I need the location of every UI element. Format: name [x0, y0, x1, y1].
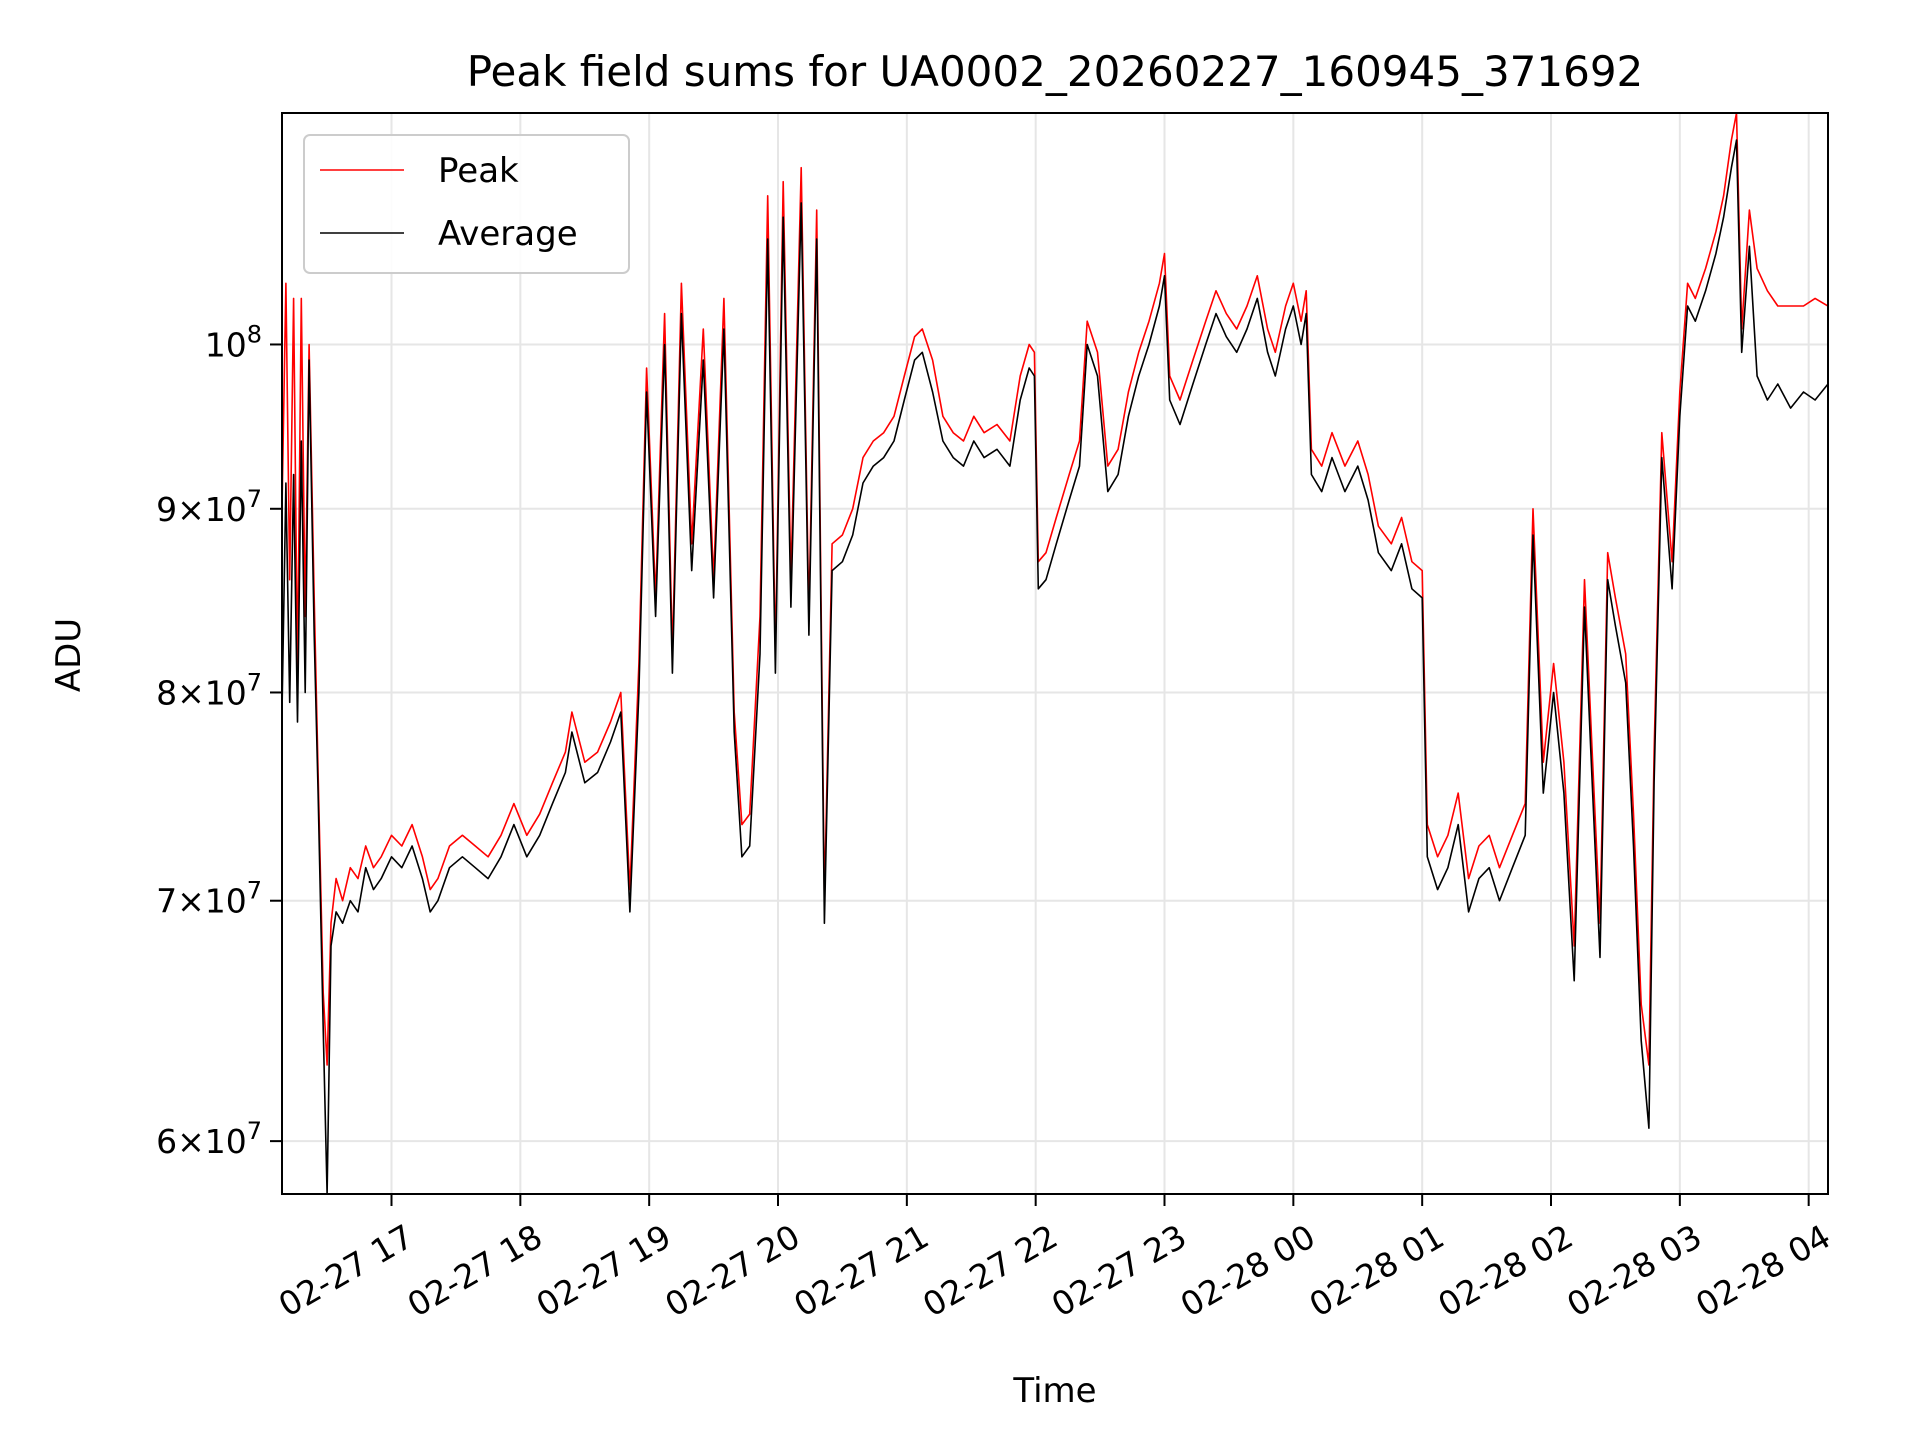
legend: Peak Average — [303, 134, 630, 274]
y-tick-label: 9×107 — [156, 485, 262, 529]
y-tick-label: 8×107 — [156, 668, 262, 712]
legend-average-label: Average — [438, 214, 578, 254]
y-tick-label: 6×107 — [156, 1117, 262, 1161]
series-line-peak — [282, 113, 1828, 1066]
y-tick-label: 7×107 — [156, 877, 262, 921]
x-axis-label: Time — [1012, 1371, 1096, 1411]
chart-title: Peak field sums for UA0002_20260227_1609… — [467, 47, 1644, 96]
plot-frame — [281, 112, 1829, 1195]
series-layer — [282, 113, 1828, 1194]
series-line-average — [282, 139, 1828, 1194]
y-tick-label: 108 — [205, 320, 262, 364]
y-axis-label: ADU — [49, 618, 89, 692]
legend-peak-label: Peak — [438, 151, 519, 191]
y-axis: 6×107 7×107 8×107 9×107 108 — [156, 320, 282, 1161]
